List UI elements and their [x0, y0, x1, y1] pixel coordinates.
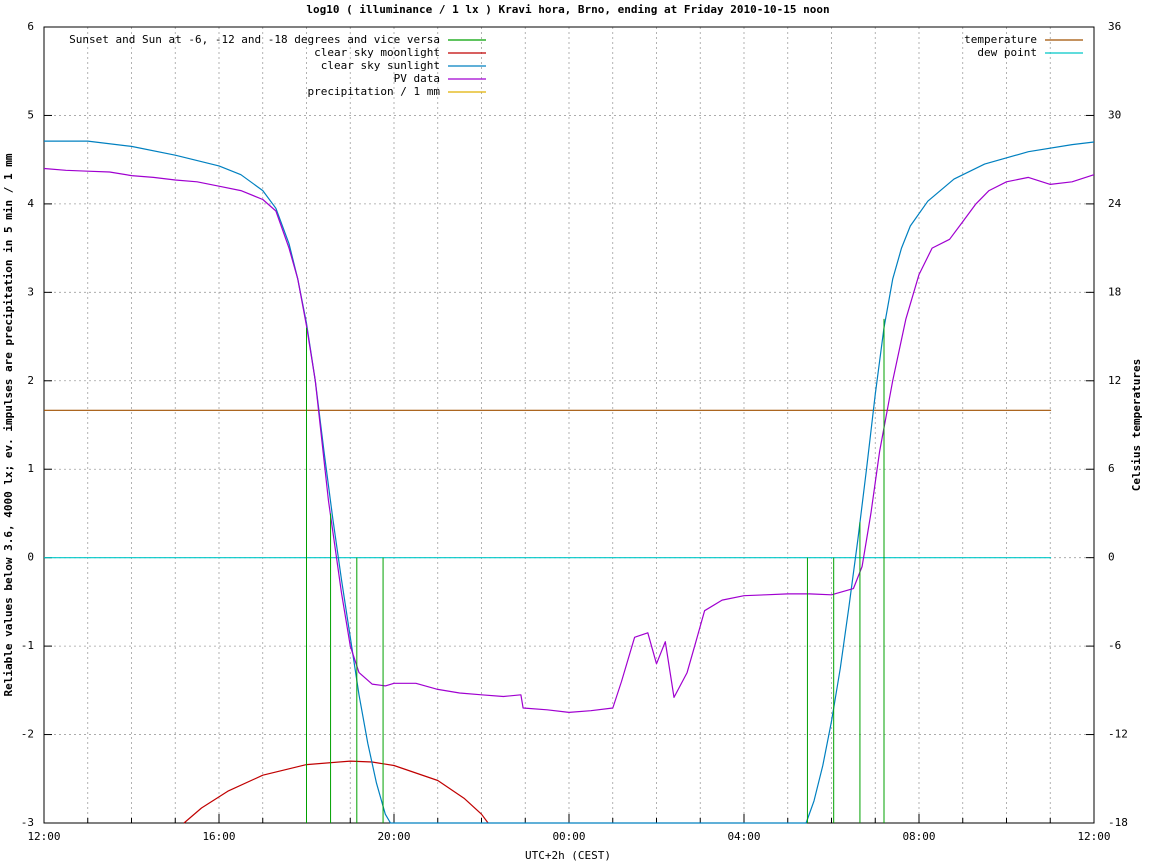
- y2-tick-label: 12: [1108, 374, 1121, 387]
- y2-tick-label: 6: [1108, 462, 1115, 475]
- x-tick-label: 12:00: [27, 830, 60, 843]
- sun-markers: [306, 318, 885, 823]
- x-axis-label: UTC+2h (CEST): [525, 849, 611, 862]
- x-tick-label: 08:00: [902, 830, 935, 843]
- y-axis-label: Reliable values below 3.6, 4000 lx; ev. …: [2, 153, 15, 696]
- legend-label: precipitation / 1 mm: [308, 85, 441, 98]
- y2-tick-label: -6: [1108, 639, 1121, 652]
- legend-label: dew point: [977, 46, 1037, 59]
- grid: [44, 27, 1094, 823]
- legend-label: clear sky moonlight: [314, 46, 440, 59]
- y-tick-label: 4: [27, 197, 34, 210]
- y2-axis-label: Celsius temperatures: [1130, 359, 1143, 491]
- y-tick-label: 2: [27, 374, 34, 387]
- x-tick-label: 16:00: [202, 830, 235, 843]
- legend: Sunset and Sun at -6, -12 and -18 degree…: [69, 33, 1083, 98]
- y2-tick-label: 30: [1108, 108, 1121, 121]
- y2-tick-label: 24: [1108, 197, 1122, 210]
- x-tick-label: 04:00: [727, 830, 760, 843]
- y2-tick-label: -18: [1108, 816, 1128, 829]
- x-tick-label: 12:00: [1077, 830, 1110, 843]
- y2-tick-label: -12: [1108, 728, 1128, 741]
- y-tick-label: -3: [21, 816, 34, 829]
- legend-label: temperature: [964, 33, 1037, 46]
- y2-tick-label: 18: [1108, 285, 1121, 298]
- y-tick-label: -2: [21, 728, 34, 741]
- y-tick-label: 6: [27, 20, 34, 33]
- y2-tick-label: 0: [1108, 551, 1115, 564]
- y-tick-label: 1: [27, 462, 34, 475]
- series-clear-sky-moonlight: [183, 760, 489, 824]
- chart-title: log10 ( illuminance / 1 lx ) Kravi hora,…: [306, 3, 829, 16]
- series-layer: [43, 140, 1095, 824]
- y-tick-label: -1: [21, 639, 34, 652]
- series-pv-data: [43, 167, 1095, 714]
- y-tick-label: 0: [27, 551, 34, 564]
- legend-label: PV data: [394, 72, 440, 85]
- x-tick-label: 00:00: [552, 830, 585, 843]
- y-tick-label: 5: [27, 108, 34, 121]
- series-clear-sky-sunlight: [44, 140, 1095, 824]
- legend-label: Sunset and Sun at -6, -12 and -18 degree…: [69, 33, 440, 46]
- x-tick-label: 20:00: [377, 830, 410, 843]
- y2-tick-label: 36: [1108, 20, 1121, 33]
- legend-label: clear sky sunlight: [321, 59, 440, 72]
- y-tick-label: 3: [27, 285, 34, 298]
